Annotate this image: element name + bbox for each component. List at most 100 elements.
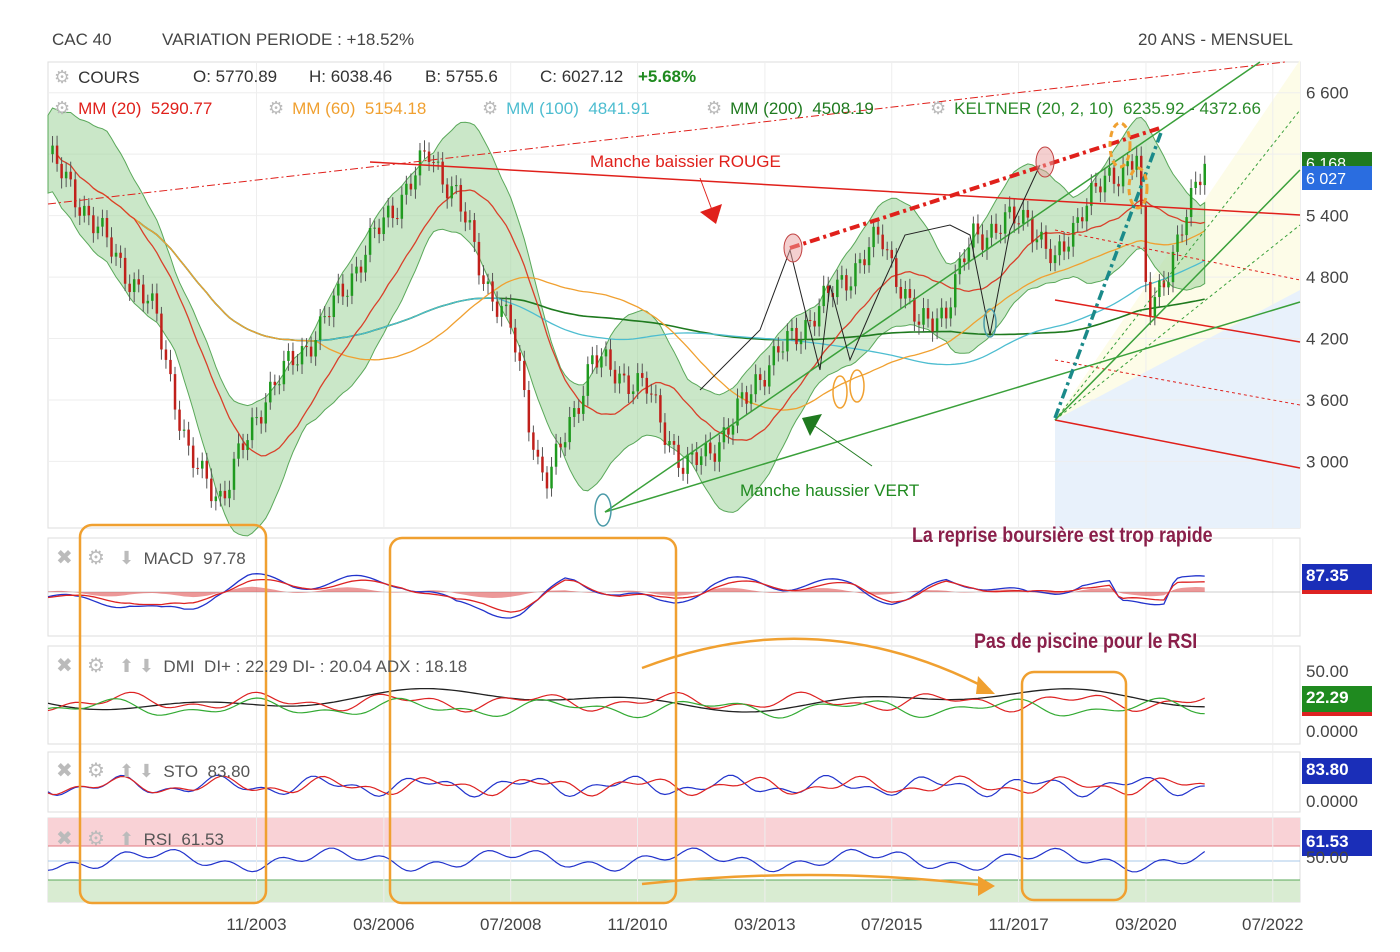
candle-body (863, 259, 866, 266)
rsi-line (47, 847, 1206, 873)
time-tick-label: 03/2013 (734, 915, 795, 934)
candle-body (219, 490, 222, 497)
candle-body (1085, 205, 1089, 222)
candle-body (495, 301, 499, 317)
candle-body (309, 346, 313, 357)
candle-body (595, 355, 599, 368)
candle-body (355, 266, 358, 274)
rsi-label: RSI (143, 830, 172, 849)
piscine-annotation: Pas de piscine pour le RSI (974, 630, 1198, 653)
gear-icon[interactable]: ⚙ (54, 98, 71, 118)
candle-body (237, 443, 240, 459)
candle-body (1008, 206, 1011, 213)
candle-body (1162, 280, 1166, 288)
dmi-badge-underline (1302, 712, 1372, 716)
candle-body (563, 442, 567, 448)
candle-body (1139, 155, 1143, 206)
candle-body (1031, 217, 1034, 243)
gear-icon[interactable]: ⚙ (482, 98, 499, 118)
sto-tick-0: 0.0000 (1306, 792, 1358, 811)
candle-body (659, 395, 662, 423)
candle-body (468, 220, 472, 223)
candle-body (713, 453, 717, 462)
close-icon[interactable]: ✖ (56, 828, 73, 850)
candle-body (278, 384, 281, 386)
candle-body (890, 249, 893, 259)
gear-icon[interactable]: ⚙ (86, 655, 105, 677)
close-icon[interactable]: ✖ (56, 547, 73, 569)
candle-body (382, 217, 385, 235)
candle-body (604, 349, 608, 357)
gear-icon[interactable]: ⚙ (54, 67, 71, 87)
candle-body (1099, 186, 1102, 193)
bull-arrow-line (811, 423, 873, 467)
candle-body (677, 444, 680, 468)
close-icon[interactable]: ✖ (56, 760, 73, 782)
close-icon[interactable]: ✖ (56, 655, 73, 677)
gear-icon[interactable]: ⚙ (706, 98, 723, 118)
candle-body (972, 223, 975, 248)
candle-body (650, 393, 653, 395)
candle-body (568, 416, 571, 443)
candle-body (532, 432, 535, 450)
candle-body (246, 440, 249, 450)
candle-body (1144, 205, 1148, 282)
arrow-up-icon[interactable]: ⬆ (119, 761, 135, 781)
candle-body (731, 425, 735, 435)
candle-body (196, 467, 199, 469)
candle-body (1081, 217, 1084, 222)
candle-body (840, 275, 844, 280)
mm20-value: 5290.77 (150, 99, 213, 118)
gear-icon[interactable]: ⚙ (930, 98, 947, 118)
circle-low-2016a (832, 375, 848, 409)
candle-body (609, 349, 612, 370)
candle-body (1194, 181, 1197, 189)
candle-body (1185, 217, 1188, 236)
candle-body (441, 161, 444, 185)
time-tick-label: 11/2010 (607, 915, 667, 934)
arrow-up-icon[interactable]: ⬆ (119, 656, 135, 676)
candle-body (586, 364, 590, 396)
candle-body (1176, 234, 1179, 252)
candle-body (110, 237, 113, 257)
candle-body (690, 452, 694, 455)
candle-body (259, 417, 263, 424)
candle-body (214, 496, 218, 502)
candle-body (1126, 161, 1129, 167)
arrow-down-icon[interactable]: ⬇ (119, 548, 135, 568)
gear-icon[interactable]: ⚙ (86, 760, 105, 782)
gear-icon[interactable]: ⚙ (86, 547, 105, 569)
candle-body (627, 375, 630, 394)
gear-icon[interactable]: ⚙ (268, 98, 285, 118)
candle-body (1135, 155, 1138, 170)
arrow-up-icon[interactable]: ⬆ (119, 829, 135, 849)
candle-body (636, 373, 639, 392)
gear-icon[interactable]: ⚙ (86, 828, 105, 850)
rsi-value: 61.53 (181, 830, 224, 849)
arrow-down-icon[interactable]: ⬇ (138, 761, 154, 781)
macd-label: MACD (143, 549, 194, 568)
candle-body (409, 183, 413, 190)
candle-body (1149, 281, 1152, 318)
arrow-down-icon[interactable]: ⬇ (138, 656, 154, 676)
bear-channel-mid (1054, 299, 1301, 343)
candle-body (1189, 188, 1193, 218)
price-tick-label: 6 600 (1306, 84, 1349, 103)
candle-body (758, 374, 762, 381)
sto-d-line (47, 775, 1205, 797)
candle-body (686, 454, 689, 474)
close-value: C: 6027.12 (540, 67, 624, 86)
candle-body (459, 184, 463, 212)
candle-body (160, 313, 163, 350)
candle-body (822, 285, 825, 307)
candle-body (327, 316, 331, 318)
dmi-badge: 22.29 (1306, 688, 1349, 707)
time-axis: 11/2003 03/2006 07/2008 11/2010 03/2013 07/20… (226, 915, 1303, 934)
candle-body (142, 284, 145, 304)
macd-badge-underline (1302, 590, 1372, 594)
candle-body (51, 145, 54, 155)
candle-body (92, 215, 95, 234)
candle-body (405, 183, 408, 195)
candle-body (786, 330, 789, 352)
candle-body (876, 226, 880, 235)
